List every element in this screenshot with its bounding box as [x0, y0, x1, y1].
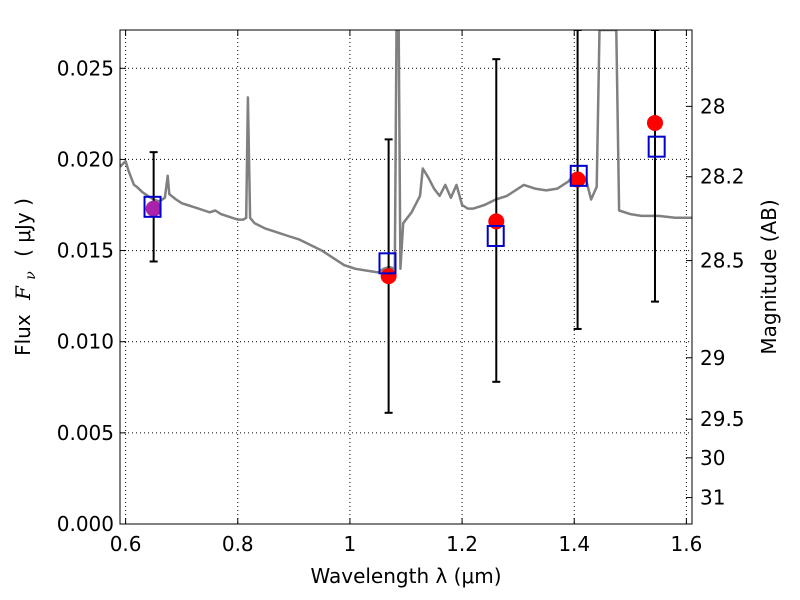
x-tick-label: 1.4: [558, 532, 590, 556]
observed-marker: [646, 114, 663, 131]
model-band-marker: [378, 252, 397, 275]
y2-tick-label: 31: [700, 486, 725, 510]
observed-marker: [145, 200, 162, 217]
y2-axis-title: Magnitude (AB): [757, 199, 781, 354]
x-tick-label: 0.8: [222, 532, 254, 556]
model-band-marker: [486, 224, 505, 247]
y2-tick-label: 28: [700, 94, 725, 118]
y2-tick-label: 28.2: [700, 165, 745, 189]
y-tick-label: 0.025: [57, 56, 114, 80]
y-tick-label: 0.005: [57, 421, 114, 445]
model-band-marker: [647, 135, 666, 158]
x-axis: 0.6 0.8 1 1.2 1.4 1.6: [110, 30, 702, 556]
y-axis-title-units: ( μJy ): [11, 198, 35, 257]
observed-marker: [380, 268, 397, 285]
y-axis-left: 0.000 0.005 0.010 0.015 0.020 0.025: [57, 56, 126, 536]
plot-frame: [119, 29, 693, 525]
x-axis-title: Wavelength λ (μm): [310, 564, 501, 588]
spectrum-line: [120, 30, 692, 274]
observed-series: [145, 114, 663, 285]
y2-tick-label: 29: [700, 346, 725, 370]
y2-tick-label: 29.5: [700, 407, 745, 431]
model-band-series: [143, 135, 666, 275]
model-band-marker: [143, 195, 162, 218]
model-band-marker: [569, 164, 588, 187]
x-tick-label: 1: [344, 532, 357, 556]
y-axis-title-subscript: ν: [23, 271, 39, 280]
y2-tick-label: 30: [700, 446, 725, 470]
x-tick-label: 0.6: [110, 532, 142, 556]
y-tick-label: 0.020: [57, 147, 114, 171]
spectrum-series: [120, 30, 692, 274]
y-tick-label: 0.015: [57, 239, 114, 263]
y-axis-right: 28 28.2 28.5 29 29.5 30 31: [686, 94, 745, 510]
x-tick-label: 1.6: [670, 532, 702, 556]
observed-marker: [569, 171, 586, 188]
y-tick-label: 0.010: [57, 330, 114, 354]
observed-marker: [488, 213, 505, 230]
y-axis-title: Flux F ν ( μJy ): [11, 198, 40, 356]
x-tick-label: 1.2: [446, 532, 478, 556]
y-axis-title-prefix: Flux: [11, 314, 35, 356]
y-tick-label: 0.000: [57, 512, 114, 536]
y-axis-title-symbol: F: [11, 285, 35, 301]
plot-area: [120, 30, 692, 414]
plot-background: [120, 30, 692, 524]
y2-tick-label: 28.5: [700, 249, 745, 273]
